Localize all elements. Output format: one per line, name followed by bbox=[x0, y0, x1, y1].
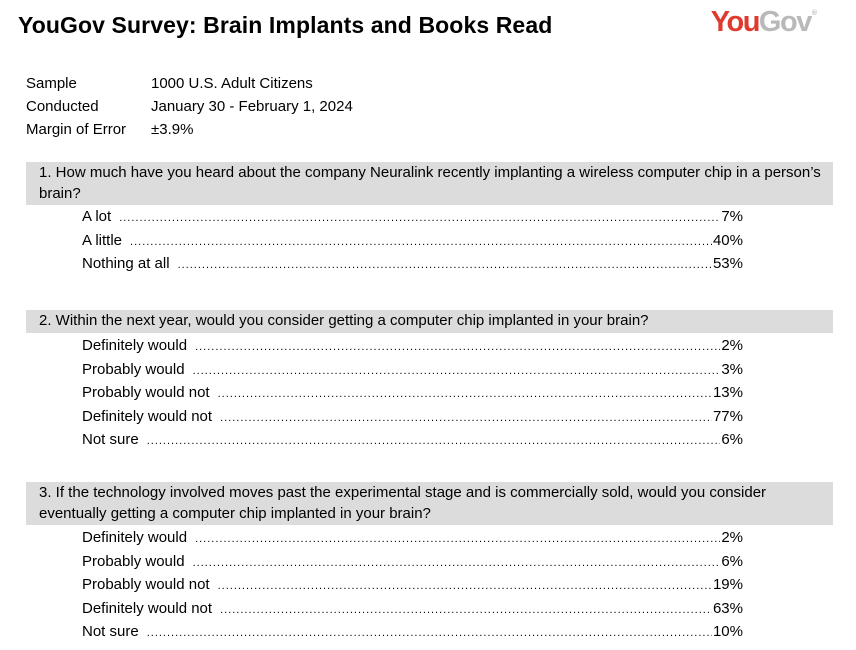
yougov-logo: YouGov® bbox=[710, 6, 817, 39]
answer-value: 53% bbox=[712, 255, 743, 272]
answers-question-1: A lot 7% A little 40% Nothing at all 53% bbox=[82, 205, 743, 276]
answer-row: Probably would 3% bbox=[82, 358, 743, 382]
answer-label: Probably would bbox=[82, 360, 185, 378]
page-title: YouGov Survey: Brain Implants and Books … bbox=[18, 12, 553, 38]
answer-row: Probably would not 19% bbox=[82, 573, 743, 597]
meta-label: Sample bbox=[26, 75, 77, 92]
answer-value: 13% bbox=[712, 384, 743, 401]
meta-label: Margin of Error bbox=[26, 121, 127, 138]
answer-label: Probably would bbox=[82, 552, 185, 570]
answers-question-3: Definitely would 2% Probably would 6% Prob… bbox=[82, 526, 743, 644]
answer-row: Definitely would 2% bbox=[82, 526, 743, 550]
dot-leader bbox=[147, 622, 712, 646]
answer-row: Not sure 10% bbox=[82, 620, 743, 644]
answer-label: A lot bbox=[82, 208, 112, 225]
dot-leader bbox=[193, 360, 721, 384]
dot-leader bbox=[195, 528, 720, 552]
logo-gov: Gov bbox=[758, 6, 812, 38]
answer-label: Not sure bbox=[82, 623, 139, 640]
answer-row: Probably would not 13% bbox=[82, 381, 743, 405]
answer-label: Definitely would not bbox=[82, 407, 213, 425]
meta-label: Conducted bbox=[26, 98, 99, 115]
answer-label: Definitely would not bbox=[82, 599, 213, 617]
answer-label: Definitely would bbox=[82, 529, 188, 546]
answer-row: Not sure 6% bbox=[82, 428, 743, 452]
answer-value: 3% bbox=[721, 360, 743, 378]
answer-value: 2% bbox=[721, 529, 743, 546]
question-3: 3. If the technology involved moves past… bbox=[26, 482, 833, 525]
question-2: 2. Within the next year, would you consi… bbox=[26, 310, 833, 333]
answer-value: 77% bbox=[712, 407, 743, 425]
answer-value: 10% bbox=[712, 623, 743, 640]
dot-leader bbox=[147, 430, 721, 454]
answer-label: Probably would not bbox=[82, 576, 210, 593]
answers-question-2: Definitely would 2% Probably would 3% Prob… bbox=[82, 334, 743, 452]
answer-value: 6% bbox=[721, 552, 743, 570]
dot-leader bbox=[193, 552, 721, 576]
answer-label: Not sure bbox=[82, 431, 139, 448]
answer-label: Nothing at all bbox=[82, 255, 170, 272]
dot-leader bbox=[218, 383, 712, 407]
meta-value: 1000 U.S. Adult Citizens bbox=[151, 75, 313, 92]
answer-value: 19% bbox=[712, 576, 743, 593]
answer-label: Probably would not bbox=[82, 384, 210, 401]
logo-registered-mark: ® bbox=[811, 10, 817, 17]
answer-row: Definitely would not 63% bbox=[82, 597, 743, 621]
logo-you: You bbox=[710, 6, 761, 38]
dot-leader bbox=[218, 575, 712, 599]
dot-leader bbox=[119, 207, 720, 231]
answer-value: 7% bbox=[721, 208, 743, 225]
question-1: 1. How much have you heard about the com… bbox=[26, 162, 833, 205]
dot-leader bbox=[178, 254, 712, 278]
answer-value: 63% bbox=[712, 599, 743, 617]
dot-leader bbox=[220, 599, 712, 623]
answer-row: A little 40% bbox=[82, 229, 743, 253]
dot-leader bbox=[195, 336, 720, 360]
meta-value: ±3.9% bbox=[151, 121, 194, 138]
answer-row: A lot 7% bbox=[82, 205, 743, 229]
answer-label: A little bbox=[82, 231, 123, 249]
page-header: YouGov Survey: Brain Implants and Books … bbox=[18, 6, 838, 46]
answer-row: Probably would 6% bbox=[82, 550, 743, 574]
dot-leader bbox=[220, 407, 712, 431]
answer-value: 40% bbox=[712, 231, 743, 249]
answer-label: Definitely would bbox=[82, 337, 188, 354]
meta-value: January 30 - February 1, 2024 bbox=[151, 98, 353, 115]
answer-value: 6% bbox=[721, 431, 743, 448]
answer-row: Definitely would not 77% bbox=[82, 405, 743, 429]
answer-row: Definitely would 2% bbox=[82, 334, 743, 358]
answer-value: 2% bbox=[721, 337, 743, 354]
dot-leader bbox=[130, 231, 712, 255]
answer-row: Nothing at all 53% bbox=[82, 252, 743, 276]
